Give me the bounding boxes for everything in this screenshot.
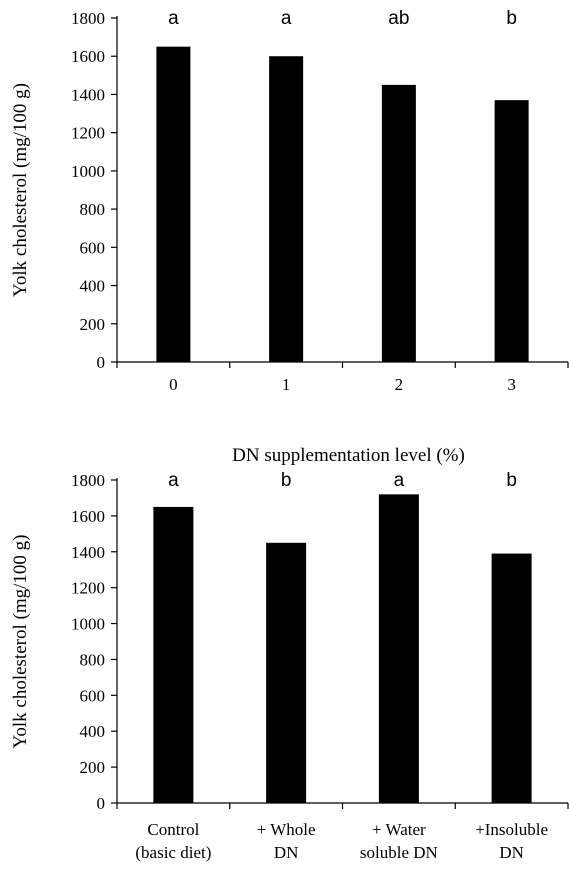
bar (378, 494, 419, 803)
bar (156, 46, 191, 363)
x-tick-label: Control (147, 820, 199, 839)
y-tick-label: 1600 (71, 507, 105, 526)
y-tick-label: 0 (97, 353, 106, 372)
x-tick-label: soluble DN (360, 843, 438, 862)
y-tick-label: 1400 (71, 85, 105, 104)
x-tick-label: (basic diet) (135, 843, 211, 862)
y-tick-label: 1200 (71, 579, 105, 598)
chart-bottom: 0 200 400 600 800 1000 1200 1400 1600 1800 a Contro… (10, 470, 569, 862)
significance-label: a (394, 470, 405, 491)
y-tick-label: 1400 (71, 543, 105, 562)
y-tick-label: 600 (80, 686, 106, 705)
y-tick-label: 1000 (71, 162, 105, 181)
x-tick-label: DN (499, 843, 524, 862)
significance-label: a (168, 8, 179, 29)
significance-label: b (281, 470, 292, 491)
x-tick-label: 3 (507, 375, 516, 394)
significance-label: a (168, 470, 179, 491)
x-axis-title: DN supplementation level (%) (232, 445, 465, 466)
y-tick-label: 1200 (71, 124, 105, 143)
y-tick-label: 600 (80, 238, 106, 257)
x-tick-label: 2 (395, 375, 404, 394)
bar (269, 56, 304, 362)
bar (491, 553, 532, 803)
y-tick-label: 1800 (71, 471, 105, 490)
y-tick-label: 200 (80, 758, 106, 777)
bar (153, 506, 194, 803)
bar (494, 100, 529, 362)
x-tick-label: 0 (169, 375, 178, 394)
significance-label: b (506, 8, 517, 29)
x-tick-label: +Insoluble (475, 820, 548, 839)
y-tick-label: 800 (80, 200, 106, 219)
chart-top: 0 200 400 600 800 1000 1200 1400 1600 1800 a 0 a 1 ab 2… (10, 8, 569, 466)
y-tick-label: 400 (80, 722, 106, 741)
significance-label: a (281, 8, 292, 29)
bar (381, 84, 416, 362)
x-tick-label: 1 (282, 375, 291, 394)
y-tick-label: 200 (80, 315, 106, 334)
y-tick-label: 1800 (71, 9, 105, 28)
x-tick-label: + Whole (257, 820, 316, 839)
y-tick-label: 1600 (71, 47, 105, 66)
significance-label: ab (388, 8, 409, 29)
y-axis-title: Yolk cholesterol (mg/100 g) (10, 83, 31, 297)
bar (266, 542, 307, 803)
x-tick-label: + Water (372, 820, 426, 839)
y-tick-label: 400 (80, 277, 106, 296)
y-tick-label: 1000 (71, 615, 105, 634)
y-tick-label: 0 (97, 794, 106, 813)
x-tick-label: DN (274, 843, 299, 862)
y-axis-title: Yolk cholesterol (mg/100 g) (10, 535, 31, 749)
y-tick-label: 800 (80, 650, 106, 669)
significance-label: b (506, 470, 517, 491)
